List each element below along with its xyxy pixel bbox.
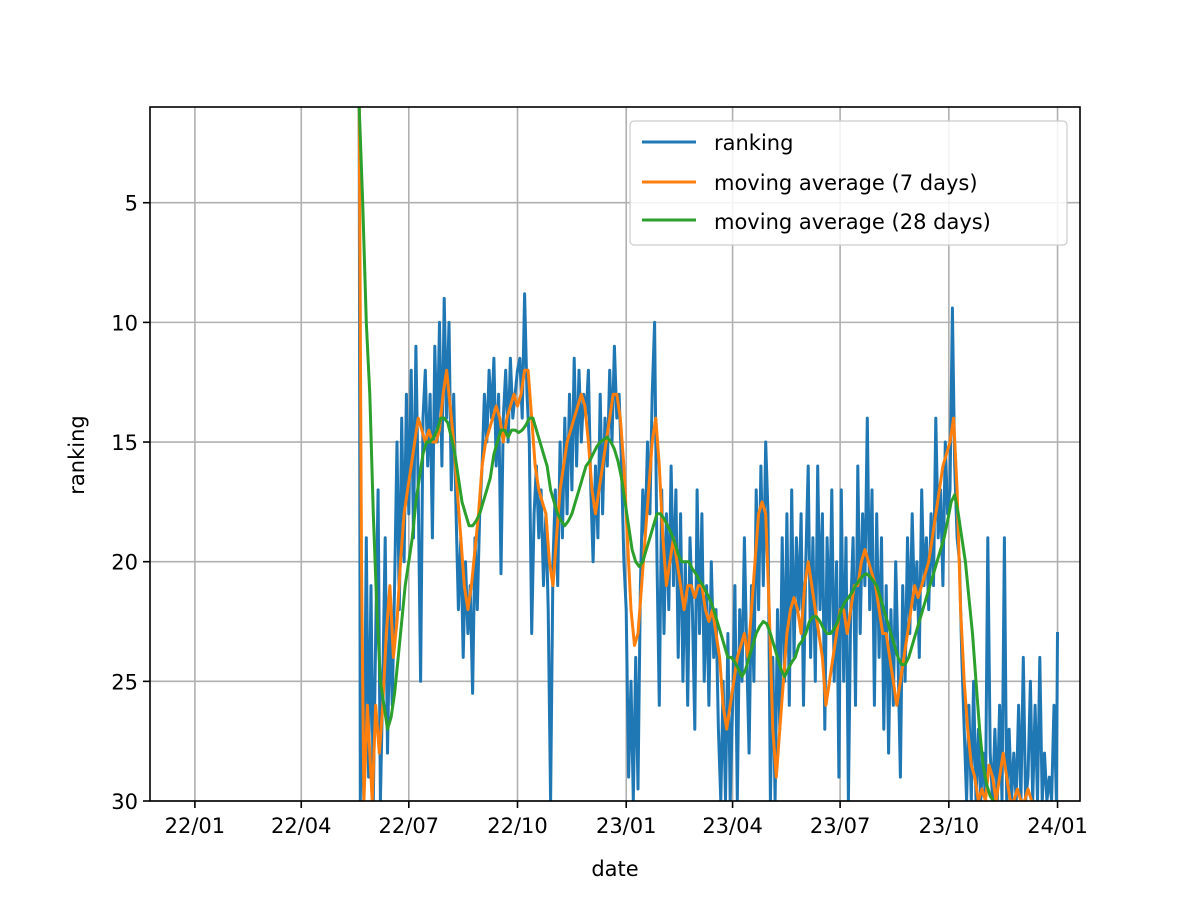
y-axis: 5 10 15 20 25 30 xyxy=(111,192,150,814)
y-tick-label: 25 xyxy=(111,670,138,694)
series-layer xyxy=(357,107,1060,801)
x-axis: 22/01 22/04 22/07 22/10 23/01 23/04 23/07 23/10… xyxy=(165,801,1088,838)
legend-box xyxy=(629,120,1068,246)
x-tick-label: 22/07 xyxy=(379,814,440,838)
y-tick-label: 30 xyxy=(111,790,138,814)
y-tick-label: 10 xyxy=(111,311,138,335)
series-ranking-line xyxy=(357,107,1060,801)
legend-label-ma28: moving average (28 days) xyxy=(714,210,991,234)
x-tick-label: 23/10 xyxy=(919,814,980,838)
x-tick-label: 24/01 xyxy=(1027,814,1088,838)
x-tick-label: 23/07 xyxy=(810,814,871,838)
x-tick-label: 22/04 xyxy=(271,814,332,838)
y-axis-label: ranking xyxy=(65,415,89,494)
legend: ranking moving average (7 days) moving a… xyxy=(629,120,1068,246)
series-ma7-line xyxy=(357,107,1034,801)
x-tick-label: 22/01 xyxy=(165,814,226,838)
y-tick-label: 20 xyxy=(111,551,138,575)
x-axis-label: date xyxy=(591,857,638,881)
legend-label-ranking: ranking xyxy=(714,131,793,155)
x-tick-label: 23/01 xyxy=(596,814,657,838)
y-tick-label: 15 xyxy=(111,431,138,455)
series-ma28-line xyxy=(357,107,996,801)
y-tick-label: 5 xyxy=(125,192,138,216)
x-tick-label: 23/04 xyxy=(702,814,763,838)
legend-label-ma7: moving average (7 days) xyxy=(714,171,978,195)
plot-frame xyxy=(149,106,1081,802)
x-tick-label: 22/10 xyxy=(487,814,548,838)
